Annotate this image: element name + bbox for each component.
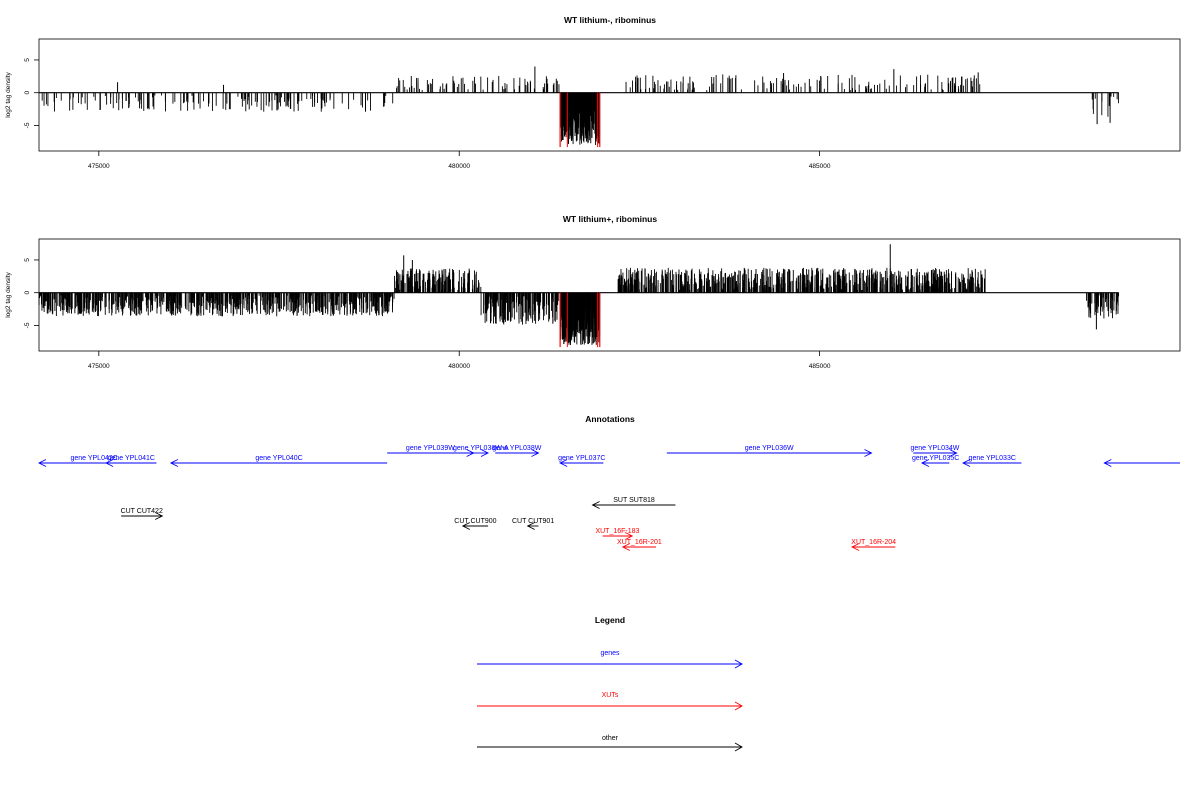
y-tick-label: 5 — [24, 258, 31, 262]
x-tick-label: 480000 — [448, 363, 470, 370]
arrow-head-icon — [962, 459, 971, 467]
bar-series — [39, 66, 1119, 148]
annotation-feature: gene YPL035C — [912, 455, 959, 467]
annotation-feature: CUT CUT901 — [512, 518, 554, 530]
feature-label: XUT_16R-201 — [617, 539, 662, 546]
y-axis-label: log2 tag density — [5, 271, 12, 317]
axes: 475000 480000 485000 -5 0 5 — [24, 58, 831, 170]
annotation-feature: gene YPL038W-A — [453, 445, 509, 457]
feature-label: gene YPL033C — [969, 455, 1016, 462]
feature-label: gene YPL034W — [910, 445, 959, 452]
feature-label: gene YPL041C — [108, 455, 155, 462]
axes: 475000 480000 485000 -5 0 5 — [24, 258, 831, 370]
x-tick-label: 480000 — [448, 163, 470, 170]
y-axis-label: log2 tag density — [5, 71, 12, 117]
arrow-head-icon — [734, 742, 743, 752]
arrow-head-icon — [591, 501, 600, 509]
feature-label: gene YPL037C — [558, 455, 605, 462]
track-title: WT lithium-, ribominus — [564, 15, 656, 25]
annotation-feature: XUT_16R-204 — [851, 539, 896, 551]
annotation-feature: XUT_16F-183 — [595, 528, 640, 540]
annotation-feature: CUT CUT900 — [454, 518, 497, 530]
legend-title: Legend — [595, 615, 625, 625]
feature-label: gene YPL039W — [406, 445, 455, 452]
track-lithium-plus: WT lithium+, ribominus log2 tag density … — [5, 214, 1181, 370]
arrow-head-icon — [851, 543, 860, 551]
arrow-head-icon — [105, 459, 114, 467]
x-tick-label: 485000 — [809, 163, 831, 170]
arrow-head-icon — [1103, 459, 1112, 467]
x-tick-label: 485000 — [809, 363, 831, 370]
legend-item-xuts: XUTs — [477, 692, 743, 711]
feature-label: CUT CUT900 — [454, 518, 496, 525]
annotations-title: Annotations — [585, 414, 635, 424]
y-tick-label: 5 — [24, 58, 31, 62]
x-tick-label: 475000 — [88, 363, 110, 370]
annotation-feature: gene YPL040C — [169, 455, 388, 467]
annotation-feature: XUT_16R-201 — [617, 539, 662, 551]
feature-label: gene YPL042C — [70, 455, 117, 462]
arrow-head-icon — [949, 449, 958, 457]
feature-label: CUT CUT422 — [121, 508, 163, 515]
arrow-head-icon — [155, 512, 164, 520]
arrow-head-icon — [621, 543, 631, 551]
y-tick-label: 0 — [24, 91, 31, 95]
arrow-head-icon — [734, 659, 743, 669]
arrow-head-icon — [920, 459, 930, 467]
arrow-head-icon — [461, 522, 471, 530]
feature-label: gene YPL035C — [912, 455, 959, 462]
feature-label: CUT CUT901 — [512, 518, 554, 525]
annotation-feature: gene YPL034W — [910, 445, 960, 457]
track-lithium-minus: WT lithium-, ribominus log2 tag density … — [5, 15, 1181, 170]
feature-label: SUT SUT818 — [613, 497, 655, 504]
feature-label: gene YPL038W-A — [453, 445, 509, 452]
feature-label: gene YPL040C — [255, 455, 302, 462]
annotation-feature — [1103, 459, 1180, 467]
feature-label: XUT_16R-204 — [851, 539, 896, 546]
annotation-feature: gene YPL039W — [387, 445, 475, 457]
arrow-head-icon — [625, 532, 634, 540]
annotation-feature: gene YPL041C — [105, 455, 157, 467]
arrow-head-icon — [169, 459, 179, 467]
annotation-feature: gene YPL038W — [492, 445, 542, 457]
arrow-head-icon — [734, 701, 743, 711]
arrow-head-icon — [864, 449, 873, 457]
x-tick-label: 475000 — [88, 163, 110, 170]
arrow-head-icon — [559, 459, 568, 467]
feature-label: gene YPL036W — [745, 445, 794, 452]
arrow-head-icon — [526, 522, 535, 530]
bar-series — [38, 244, 1120, 348]
legend: Legend genes XUTs other — [477, 615, 743, 752]
feature-label: gene YPL038W — [492, 445, 541, 452]
plot-frame — [38, 38, 1181, 152]
annotation-feature: CUT CUT422 — [121, 508, 164, 520]
annotation-feature: gene YPL033C — [962, 455, 1022, 467]
legend-label: XUTs — [602, 692, 619, 699]
y-tick-label: 0 — [24, 291, 31, 295]
arrow-head-icon — [37, 459, 47, 467]
legend-label: other — [602, 735, 619, 742]
arrow-head-icon — [531, 449, 540, 457]
arrow-head-icon — [466, 449, 475, 457]
legend-item-other: other — [477, 735, 743, 752]
legend-label: genes — [600, 650, 620, 657]
annotation-feature: gene YPL036W — [666, 445, 873, 457]
arrow-head-icon — [480, 449, 490, 457]
annotation-feature: gene YPL037C — [558, 455, 605, 467]
feature-label: XUT_16F-183 — [595, 528, 639, 535]
annotation-feature: SUT SUT818 — [591, 497, 676, 509]
y-tick-label: -5 — [24, 322, 31, 328]
y-tick-label: -5 — [24, 122, 31, 128]
track-title: WT lithium+, ribominus — [563, 214, 657, 224]
legend-item-genes: genes — [477, 650, 743, 669]
